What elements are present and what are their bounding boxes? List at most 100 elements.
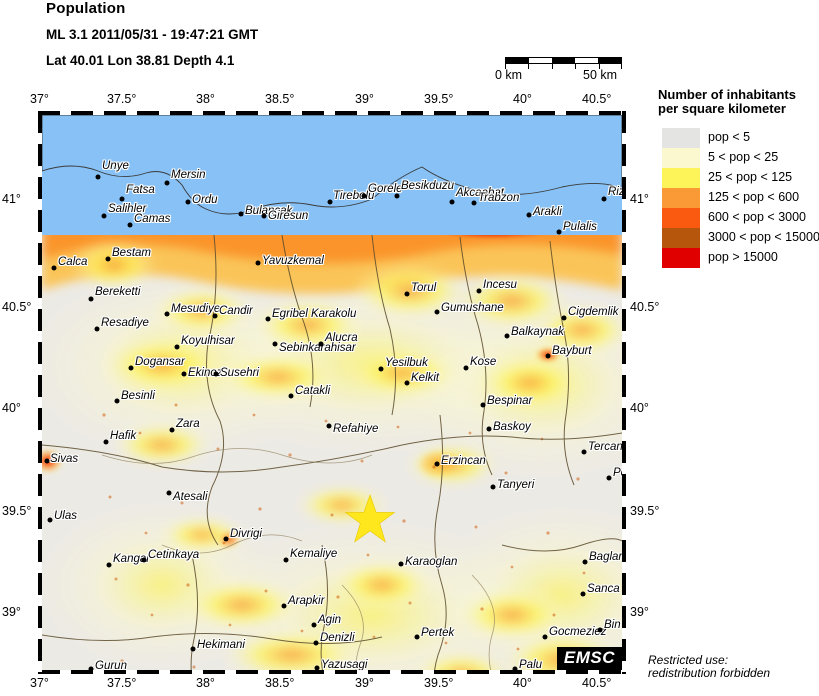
city-label: Pulalis xyxy=(563,221,597,233)
scale-tick xyxy=(552,64,553,69)
legend-item: 25 < pop < 125 xyxy=(662,168,792,188)
city-dot xyxy=(378,366,384,372)
legend-item: pop > 15000 xyxy=(662,248,778,268)
city-dot xyxy=(47,517,53,523)
city-label: Arapkir xyxy=(288,595,325,607)
city-dot xyxy=(606,475,612,481)
city-dot xyxy=(190,646,196,652)
city-dot xyxy=(261,213,267,219)
city-label: Besinli xyxy=(121,390,155,402)
city-label: Egribel Karakolu xyxy=(272,308,357,320)
city-label: Arakli xyxy=(533,206,562,218)
population-density-map[interactable]: Unye Mersin Fatsa Ordu Salihler Camas Bulancak… xyxy=(42,115,622,670)
axis-label-lon-top: 39.5° xyxy=(424,92,454,106)
city-dot xyxy=(51,265,57,271)
city-label: Sanca xyxy=(587,583,620,595)
epicenter-star-icon xyxy=(344,494,396,543)
city-dot xyxy=(504,333,510,339)
city-dot xyxy=(601,196,607,202)
city-dot xyxy=(255,260,261,266)
axis-label-lat-right: 40° xyxy=(630,401,649,415)
axis-label-lon-bottom: 37.5° xyxy=(107,676,137,690)
city-dot xyxy=(545,353,551,359)
legend-label: pop < 5 xyxy=(708,130,751,144)
legend-title-line1: Number of inhabitants xyxy=(658,87,796,102)
legend-title: Number of inhabitants per square kilomet… xyxy=(658,88,818,116)
legend-item: 3000 < pop < 15000 xyxy=(662,228,819,248)
city-label: Baglar xyxy=(589,551,622,563)
legend-swatch xyxy=(662,208,700,228)
city-dot xyxy=(288,393,294,399)
city-label: Cetinkaya xyxy=(148,549,200,561)
city-label: Gorele xyxy=(368,183,403,195)
legend-label: 3000 < pop < 15000 xyxy=(708,230,819,244)
city-label: Koyulhisar xyxy=(181,335,235,347)
city-label: Candir xyxy=(219,305,253,317)
city-dot xyxy=(463,365,469,371)
city-dot xyxy=(44,458,50,464)
city-label: Riz xyxy=(608,186,622,198)
city-label: Dogansar xyxy=(135,356,185,368)
emsc-attribution-logo: EMSC xyxy=(556,647,622,670)
city-label: Kose xyxy=(470,356,497,368)
legend-item: 5 < pop < 25 xyxy=(662,148,778,168)
legend-swatches: pop < 5 5 < pop < 25 25 < pop < 125 125 … xyxy=(662,128,819,268)
city-label: Incesu xyxy=(483,279,517,291)
city-dot xyxy=(394,193,400,199)
city-label: Atesali xyxy=(173,491,208,503)
city-dot xyxy=(105,256,111,262)
city-label: Bereketti xyxy=(95,286,141,298)
axis-label-lon-top: 39° xyxy=(355,92,374,106)
legend-title-line2: per square kilometer xyxy=(658,101,786,116)
city-dot xyxy=(490,484,496,490)
city-label: Palu xyxy=(519,659,543,670)
city-label: Tirebolu xyxy=(333,190,375,202)
legend-swatch xyxy=(662,128,700,148)
scale-tick xyxy=(599,64,600,69)
legend-swatch xyxy=(662,168,700,188)
axis-label-lon-top: 38° xyxy=(196,92,215,106)
city-dot xyxy=(212,313,218,319)
city-dot xyxy=(181,371,187,377)
city-dot xyxy=(480,402,486,408)
axis-label-lon-bottom: 38° xyxy=(196,676,215,690)
city-label: Erzincan xyxy=(441,455,486,467)
legend-item: 600 < pop < 3000 xyxy=(662,208,806,228)
city-label: Denizli xyxy=(320,632,355,644)
city-dot xyxy=(238,211,244,217)
city-dot xyxy=(101,213,107,219)
city-dot xyxy=(597,627,603,633)
legend-swatch xyxy=(662,188,700,208)
city-label: Bestam xyxy=(112,247,151,259)
city-label: Kangal xyxy=(113,553,149,565)
city-label: Agin xyxy=(318,614,342,626)
legend-label: 5 < pop < 25 xyxy=(708,150,779,164)
axis-label-lon-bottom: 40° xyxy=(513,676,532,690)
city-label: Sebinkarahisar xyxy=(279,342,356,354)
axis-label-lat-left: 41° xyxy=(2,192,21,206)
city-dot xyxy=(542,634,548,640)
axis-label-lon-bottom: 38.5° xyxy=(265,676,295,690)
city-label: Tanyeri xyxy=(497,479,535,491)
city-label: Bin xyxy=(604,619,621,631)
axis-label-lat-left: 40° xyxy=(2,401,21,415)
scale-label-end: 50 km xyxy=(583,68,618,82)
scale-tick xyxy=(528,64,529,69)
city-dot xyxy=(414,634,420,640)
city-dot xyxy=(185,199,191,205)
city-dot xyxy=(174,344,180,350)
note-line1: Restricted use: xyxy=(648,653,729,667)
legend-swatch xyxy=(662,248,700,268)
city-dot xyxy=(166,490,172,496)
legend-item: pop < 5 xyxy=(662,128,750,148)
city-label: Balkaynak xyxy=(511,326,565,338)
city-label: Besikduzu xyxy=(401,180,455,192)
city-dot xyxy=(434,309,440,315)
city-dot xyxy=(326,423,332,429)
city-dot xyxy=(311,622,317,628)
page-title: Population xyxy=(46,0,126,17)
axis-label-lon-top: 37.5° xyxy=(107,92,137,106)
city-label: Baskoy xyxy=(493,421,531,433)
city-dot xyxy=(313,640,319,646)
legend-item: 125 < pop < 600 xyxy=(662,188,799,208)
